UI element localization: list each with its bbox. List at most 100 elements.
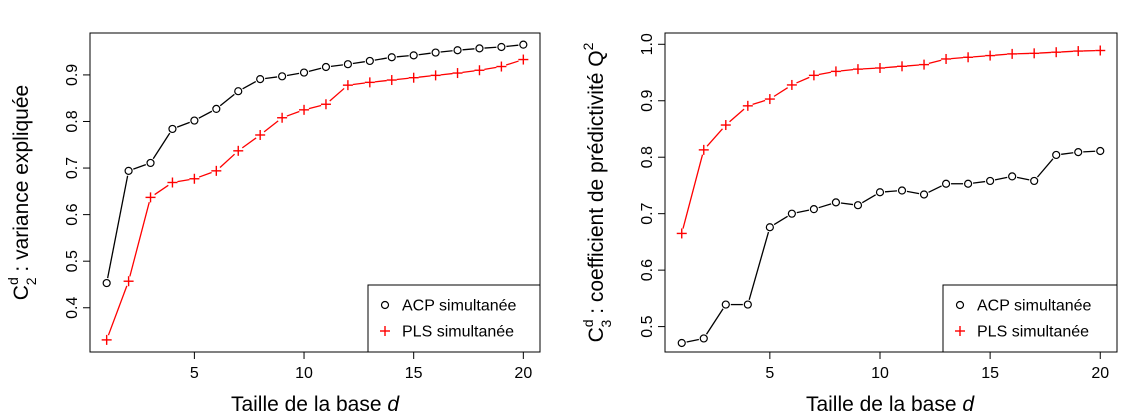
data-point-circle [321,62,331,72]
data-point-plus [364,77,375,88]
series-segment [906,190,920,195]
series-segment [840,68,854,72]
y-axis: 0.4 0.5 0.6 0.7 0.8 0.9 [64,64,91,319]
series-segment [219,153,235,168]
data-point-circle [453,46,462,55]
series-segment [505,60,519,66]
x-axis: 5 10 15 20 [765,351,1109,382]
data-point-circle [853,201,863,210]
y-axis-title-subscript: 3 [598,319,614,327]
data-point-plus [676,228,687,239]
x-tick-label: 15 [981,365,999,382]
x-tick-label: 5 [765,365,774,382]
data-point-plus [808,70,819,81]
x-tick-label: 10 [871,365,889,382]
series-segment [682,154,704,229]
series-segment [818,71,832,76]
data-point-circle [475,44,484,53]
series-segment [106,175,129,279]
series-segment [840,202,854,206]
data-point-plus [1029,48,1040,59]
series-segment [1061,50,1074,53]
data-point-plus [496,61,507,72]
data-point-circle [787,209,796,218]
y-axis-title-main: C [10,285,33,300]
y-tick-label: 0.7 [64,157,81,179]
series-segment [308,104,322,110]
data-point-plus [189,173,200,184]
data-point-plus [963,52,974,63]
data-point-plus [1095,45,1106,56]
series-segment [1036,158,1054,178]
legend-label: PLS simultanée [977,324,1089,341]
series-segment [862,67,876,70]
legend-label: ACP simultanée [977,298,1092,315]
data-point-plus [101,334,112,345]
series-segment [729,108,745,123]
series-segment [219,93,235,107]
series-segment [484,66,497,71]
data-point-circle [343,60,352,69]
series-segment [133,164,147,170]
data-point-circle [497,42,506,52]
y-axis-title: Cd 2 : variance expliquée [5,85,39,300]
data-point-circle [431,48,440,57]
series-segment [374,57,387,61]
series-segment [152,132,171,160]
data-point-plus [474,65,485,76]
legend-box [367,284,541,353]
data-point-circle [963,179,973,188]
data-point-circle [387,53,396,62]
legend-box [942,284,1118,353]
data-point-circle [1052,150,1061,160]
series-segment [818,203,832,209]
y-tick-label: 0.8 [639,146,656,168]
x-tick-label: 20 [1091,365,1109,382]
y-axis-title-text: : variance expliquée [10,85,33,278]
data-point-plus [408,72,419,83]
series-segment [484,46,497,49]
y-tick-label: 1.0 [639,33,656,55]
data-point-circle [897,186,907,195]
y-axis-title-superscript-2: 2 [580,42,596,50]
series-segment [329,87,345,102]
series-pls [676,45,1106,239]
y-tick-label: 0.6 [64,203,81,225]
data-point-plus [277,112,288,123]
data-point-circle [743,300,752,309]
data-point-circle [234,87,243,96]
series-segment [973,55,986,58]
data-point-circle [278,72,287,81]
x-tick-label: 20 [514,365,532,382]
series-segment [396,55,409,58]
data-point-plus [518,54,529,65]
data-point-plus [830,66,841,77]
series-segment [374,79,387,83]
data-point-plus [255,129,266,140]
series-segment [154,184,169,196]
data-point-plus [1073,46,1084,57]
series-segment [1039,51,1052,54]
data-point-circle [677,338,686,348]
data-point-plus [1007,48,1018,59]
data-point-circle [699,334,708,343]
series-segment [773,215,788,226]
data-point-circle [809,205,819,214]
data-point-circle [256,75,265,84]
data-point-plus [985,50,996,61]
series-segment [462,48,475,51]
chart-panel-1: 5 10 15 20 0.4 0.5 0.6 0.7 0.8 0.9 Taille de la ba… [5,32,541,416]
data-point-circle [146,158,155,168]
data-point-circle [1030,176,1039,186]
data-point-circle [212,104,221,114]
legend-label: ACP simultanée [402,298,517,315]
series-segment [129,202,150,277]
chart-panel-2: 5 10 15 20 0.5 0.6 0.7 0.8 0.9 1.0 Taille de la ba… [580,32,1118,416]
data-point-plus [167,177,178,188]
series-segment [861,194,877,204]
x-axis-title: Taille de la base d [231,393,400,416]
series-segment [241,137,257,149]
data-point-circle [1074,148,1083,157]
y-axis-title-text: : coefficient de prédictivité Q [585,50,608,319]
